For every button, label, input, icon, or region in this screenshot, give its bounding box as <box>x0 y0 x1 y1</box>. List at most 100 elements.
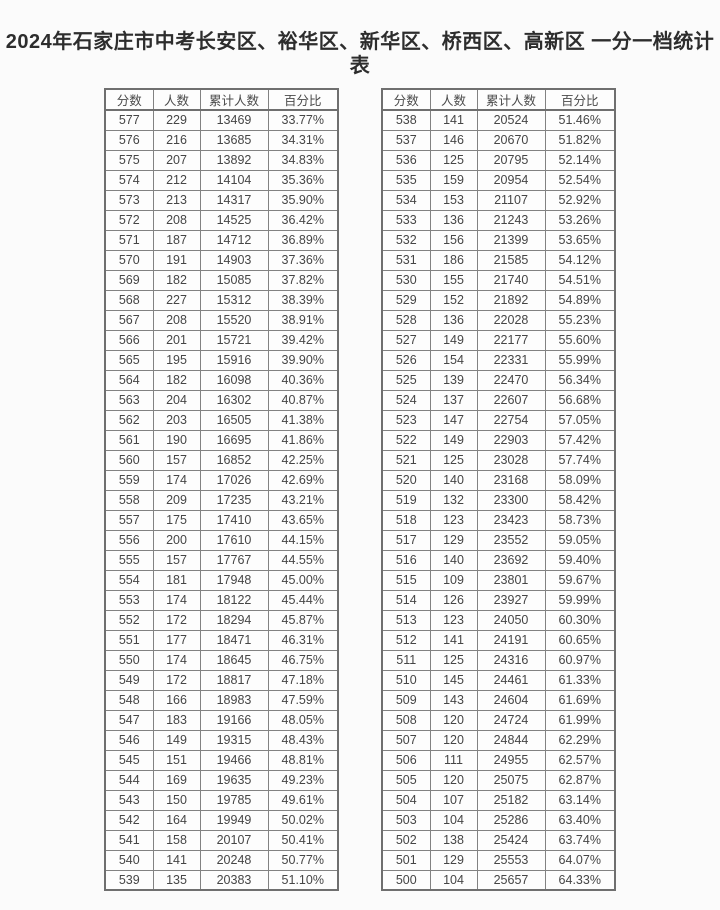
count-cell: 147 <box>429 409 478 431</box>
cumulative-cell: 25657 <box>476 869 546 891</box>
score-cell: 577 <box>104 109 154 131</box>
table-row: 528 136 22028 55.23% <box>381 309 616 331</box>
count-cell: 191 <box>152 249 201 271</box>
score-cell: 538 <box>381 109 431 131</box>
count-cell: 120 <box>429 769 478 791</box>
table-row: 552 172 18294 45.87% <box>104 609 339 631</box>
count-cell: 229 <box>152 109 201 131</box>
score-cell: 532 <box>381 229 431 251</box>
table-row: 509 143 24604 61.69% <box>381 689 616 711</box>
cumulative-cell: 23300 <box>476 489 546 511</box>
table-row: 534 153 21107 52.92% <box>381 189 616 211</box>
count-cell: 172 <box>152 609 201 631</box>
table-row: 526 154 22331 55.99% <box>381 349 616 371</box>
score-cell: 543 <box>104 789 154 811</box>
percent-cell: 47.18% <box>267 669 339 691</box>
cumulative-cell: 22331 <box>476 349 546 371</box>
score-cell: 559 <box>104 469 154 491</box>
cumulative-cell: 13685 <box>199 129 269 151</box>
cumulative-cell: 25075 <box>476 769 546 791</box>
percent-cell: 41.38% <box>267 409 339 431</box>
score-cell: 541 <box>104 829 154 851</box>
cumulative-cell: 23168 <box>476 469 546 491</box>
count-cell: 190 <box>152 429 201 451</box>
score-cell: 557 <box>104 509 154 531</box>
table-row: 570 191 14903 37.36% <box>104 249 339 271</box>
score-cell: 514 <box>381 589 431 611</box>
score-cell: 542 <box>104 809 154 831</box>
percent-cell: 34.83% <box>267 149 339 171</box>
cumulative-cell: 21585 <box>476 249 546 271</box>
score-cell: 517 <box>381 529 431 551</box>
table-row: 572 208 14525 36.42% <box>104 209 339 231</box>
percent-cell: 40.87% <box>267 389 339 411</box>
score-cell: 527 <box>381 329 431 351</box>
cumulative-cell: 20954 <box>476 169 546 191</box>
count-cell: 182 <box>152 369 201 391</box>
cumulative-cell: 22754 <box>476 409 546 431</box>
percent-cell: 42.25% <box>267 449 339 471</box>
percent-cell: 53.26% <box>544 209 616 231</box>
score-cell: 575 <box>104 149 154 171</box>
table-row: 507 120 24844 62.29% <box>381 729 616 751</box>
table-row: 564 182 16098 40.36% <box>104 369 339 391</box>
count-cell: 201 <box>152 329 201 351</box>
cumulative-cell: 17948 <box>199 569 269 591</box>
percent-cell: 55.60% <box>544 329 616 351</box>
score-cell: 549 <box>104 669 154 691</box>
cumulative-cell: 17235 <box>199 489 269 511</box>
cumulative-cell: 22607 <box>476 389 546 411</box>
score-cell: 554 <box>104 569 154 591</box>
cumulative-cell: 19635 <box>199 769 269 791</box>
percent-cell: 42.69% <box>267 469 339 491</box>
score-cell: 507 <box>381 729 431 751</box>
cumulative-cell: 24191 <box>476 629 546 651</box>
cumulative-cell: 22028 <box>476 309 546 331</box>
count-cell: 158 <box>152 829 201 851</box>
percent-cell: 54.89% <box>544 289 616 311</box>
count-cell: 120 <box>429 729 478 751</box>
cumulative-cell: 20383 <box>199 869 269 891</box>
percent-cell: 40.36% <box>267 369 339 391</box>
score-cell: 519 <box>381 489 431 511</box>
cumulative-cell: 17410 <box>199 509 269 531</box>
table-row: 563 204 16302 40.87% <box>104 389 339 411</box>
percent-cell: 58.73% <box>544 509 616 531</box>
cumulative-cell: 14712 <box>199 229 269 251</box>
count-cell: 227 <box>152 289 201 311</box>
count-cell: 174 <box>152 649 201 671</box>
table-row: 547 183 19166 48.05% <box>104 709 339 731</box>
cumulative-cell: 16098 <box>199 369 269 391</box>
table-row: 508 120 24724 61.99% <box>381 709 616 731</box>
table-row: 537 146 20670 51.82% <box>381 129 616 151</box>
score-cell: 502 <box>381 829 431 851</box>
count-cell: 183 <box>152 709 201 731</box>
percent-cell: 57.42% <box>544 429 616 451</box>
table-row: 513 123 24050 60.30% <box>381 609 616 631</box>
cumulative-cell: 24050 <box>476 609 546 631</box>
table-row: 546 149 19315 48.43% <box>104 729 339 751</box>
table-row: 523 147 22754 57.05% <box>381 409 616 431</box>
percent-cell: 58.09% <box>544 469 616 491</box>
table-row: 543 150 19785 49.61% <box>104 789 339 811</box>
count-cell: 186 <box>429 249 478 271</box>
percent-cell: 64.07% <box>544 849 616 871</box>
cumulative-cell: 24724 <box>476 709 546 731</box>
count-cell: 141 <box>429 629 478 651</box>
percent-cell: 63.74% <box>544 829 616 851</box>
percent-cell: 46.75% <box>267 649 339 671</box>
cumulative-cell: 24955 <box>476 749 546 771</box>
column-header-score: 分数 <box>104 88 154 111</box>
percent-cell: 60.97% <box>544 649 616 671</box>
count-cell: 151 <box>152 749 201 771</box>
cumulative-cell: 20248 <box>199 849 269 871</box>
percent-cell: 50.77% <box>267 849 339 871</box>
score-cell: 520 <box>381 469 431 491</box>
score-cell: 508 <box>381 709 431 731</box>
percent-cell: 58.42% <box>544 489 616 511</box>
table-row: 517 129 23552 59.05% <box>381 529 616 551</box>
cumulative-cell: 22470 <box>476 369 546 391</box>
table-row: 530 155 21740 54.51% <box>381 269 616 291</box>
count-cell: 126 <box>429 589 478 611</box>
count-cell: 104 <box>429 809 478 831</box>
